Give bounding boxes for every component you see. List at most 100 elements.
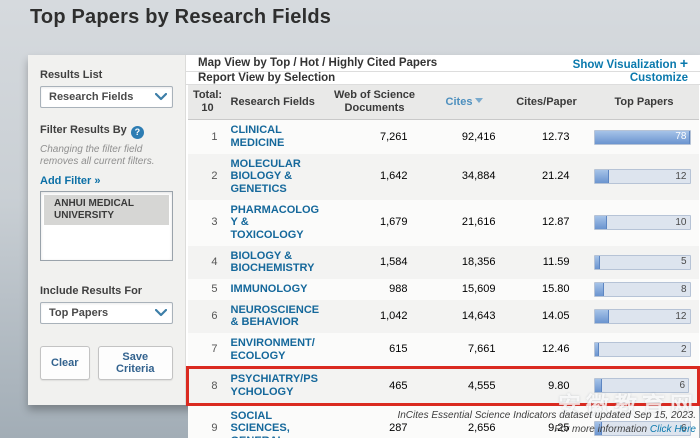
table-row: 5 IMMUNOLOGY 988 15,609 15.80 8 (187, 278, 699, 300)
filter-note: Changing the filter field removes all cu… (40, 143, 155, 168)
row-rank: 7 (211, 343, 218, 356)
top-papers-bar: 12 (593, 308, 691, 324)
map-view-label: Map View by Top / Hot / Highly Cited Pap… (198, 57, 438, 69)
row-documents: 287 (389, 422, 408, 435)
row-top-papers-cell: 12 (590, 300, 699, 333)
top-papers-bar-fill (594, 309, 609, 323)
row-documents: 1,642 (379, 170, 408, 183)
row-cites: 34,884 (461, 170, 496, 183)
row-cites-per-paper: 12.46 (541, 343, 570, 356)
row-cites: 15,609 (461, 282, 496, 295)
col-header-cites[interactable]: Cites (425, 85, 504, 121)
filter-item-selected[interactable]: ANHUI MEDICAL UNIVERSITY (44, 194, 169, 225)
sidebar: Results List Research Fields Filter Resu… (28, 55, 186, 405)
research-field-link[interactable]: CLINICAL MEDICINE (230, 124, 285, 150)
table-row: 6 NEUROSCIENCE & BEHAVIOR 1,042 14,643 1… (187, 299, 699, 334)
save-criteria-button[interactable]: Save Criteria (97, 345, 173, 380)
row-top-papers-cell: 6 (589, 366, 700, 406)
row-cites-per-paper: 11.59 (542, 255, 570, 268)
row-cites: 4,555 (425, 366, 504, 406)
include-results-label: Include Results For (40, 284, 143, 297)
top-papers-value: 6 (680, 422, 687, 434)
row-documents: 988 (389, 282, 408, 295)
research-field-link[interactable]: BIOLOGY & BIOCHEMISTRY (230, 249, 315, 275)
row-cites-per-paper: 9.25 (548, 422, 570, 435)
top-papers-bar-fill (594, 343, 600, 357)
more-info-line: For more information Click Here (554, 423, 696, 435)
row-cites: 21,616 (461, 216, 496, 229)
row-cites-per-paper: 14.05 (541, 310, 570, 323)
row-top-papers-cell: 8 (590, 279, 699, 300)
include-results-value: Top Papers (49, 306, 109, 319)
click-here-link[interactable]: Click Here (649, 423, 696, 435)
top-papers-bar: 10 (593, 215, 691, 231)
row-top-papers-cell: 10 (590, 200, 699, 246)
row-field-cell: CLINICAL MEDICINE (228, 120, 324, 154)
table-row: 7 ENVIRONMENT/ECOLOGY 615 7,661 12.46 2 (187, 333, 699, 368)
research-field-link[interactable]: NEUROSCIENCE & BEHAVIOR (230, 303, 320, 329)
research-field-link[interactable]: PHARMACOLOGY & TOXICOLOGY (230, 203, 320, 241)
row-rank: 1 (211, 130, 218, 143)
content-panel: Results List Research Fields Filter Resu… (28, 55, 700, 438)
top-papers-bar: 12 (593, 169, 691, 185)
plus-icon: + (679, 55, 688, 71)
row-cites-per-paper: 12.73 (541, 130, 570, 143)
col-header-cites-per-paper[interactable]: Cites/Paper (503, 85, 590, 121)
top-papers-value: 78 (675, 131, 687, 143)
row-cites-per-paper: 21.24 (541, 170, 570, 183)
top-papers-bar-fill (594, 130, 690, 144)
row-cites: 92,416 (461, 130, 496, 143)
table-row: 1 CLINICAL MEDICINE 7,261 92,416 12.73 7… (187, 119, 699, 154)
row-field-cell: IMMUNOLOGY (228, 279, 324, 300)
table-header-row: Total: 10 Research Fields Web of Science … (187, 85, 699, 121)
row-top-papers-cell: 12 (590, 154, 699, 200)
research-field-link[interactable]: MOLECULAR BIOLOGY & GENETICS (230, 157, 301, 195)
row-rank: 2 (211, 170, 218, 183)
row-cites-per-paper: 9.80 (503, 366, 590, 406)
top-papers-bar: 2 (593, 342, 691, 358)
table-row: 9 SOCIAL SCIENCES, GENERAL 287 2,656 9.2… (187, 404, 699, 438)
top-papers-bar: 6 (593, 378, 689, 394)
report-view-label: Report View by Selection (198, 72, 336, 84)
row-field-cell: MOLECULAR BIOLOGY & GENETICS (228, 154, 324, 200)
table-row: 8 PSYCHIATRY/PSYCHOLOGY 465 4,555 9.80 6 (186, 366, 700, 406)
row-field-cell: ENVIRONMENT/ECOLOGY (228, 333, 324, 368)
top-papers-value: 12 (675, 170, 687, 182)
top-papers-bar: 78 (593, 129, 691, 145)
col-header-top-papers[interactable]: Top Papers (589, 85, 699, 121)
dataset-note: InCites Essential Science Indicators dat… (397, 410, 696, 421)
customize-link[interactable]: Customize (629, 72, 688, 84)
filter-listbox[interactable]: ANHUI MEDICAL UNIVERSITY (40, 190, 173, 261)
results-list-select[interactable]: Research Fields (40, 86, 173, 108)
row-rank: 6 (211, 310, 218, 323)
add-filter-link[interactable]: Add Filter » (40, 174, 101, 187)
research-field-link[interactable]: IMMUNOLOGY (230, 282, 308, 295)
row-top-papers-cell: 5 (590, 246, 699, 279)
show-visualization-link[interactable]: Show Visualization + (572, 55, 688, 71)
top-papers-value: 2 (680, 343, 687, 355)
report-view-bar: Report View by Selection Customize (186, 72, 700, 85)
row-cites: 7,661 (467, 343, 496, 356)
research-field-link[interactable]: ENVIRONMENT/ECOLOGY (230, 337, 315, 362)
row-cites: 14,643 (461, 310, 496, 323)
sort-desc-icon (475, 97, 484, 103)
include-results-select[interactable]: Top Papers (40, 301, 173, 324)
results-list-label: Results List (40, 69, 103, 81)
research-field-link[interactable]: PSYCHIATRY/PSYCHOLOGY (230, 373, 318, 398)
top-papers-bar-fill (594, 170, 609, 184)
clear-button[interactable]: Clear (40, 345, 90, 380)
page-title: Top Papers by Research Fields (30, 6, 332, 28)
results-table: Total: 10 Research Fields Web of Science … (186, 85, 700, 438)
research-field-link[interactable]: SOCIAL SCIENCES, GENERAL (230, 409, 290, 438)
col-header-research-fields[interactable]: Research Fields (227, 85, 324, 121)
row-cites: 18,356 (461, 255, 496, 268)
help-icon[interactable]: ? (130, 125, 144, 139)
top-papers-value: 6 (679, 380, 685, 392)
top-papers-value: 8 (680, 283, 687, 295)
table-row: 2 MOLECULAR BIOLOGY & GENETICS 1,642 34,… (187, 153, 699, 200)
col-header-documents[interactable]: Web of Science Documents (323, 85, 426, 121)
row-field-cell: PHARMACOLOGY & TOXICOLOGY (228, 200, 324, 246)
row-documents: 1,679 (379, 216, 408, 229)
top-papers-bar-fill (594, 255, 601, 269)
results-list-value: Research Fields (49, 91, 134, 103)
